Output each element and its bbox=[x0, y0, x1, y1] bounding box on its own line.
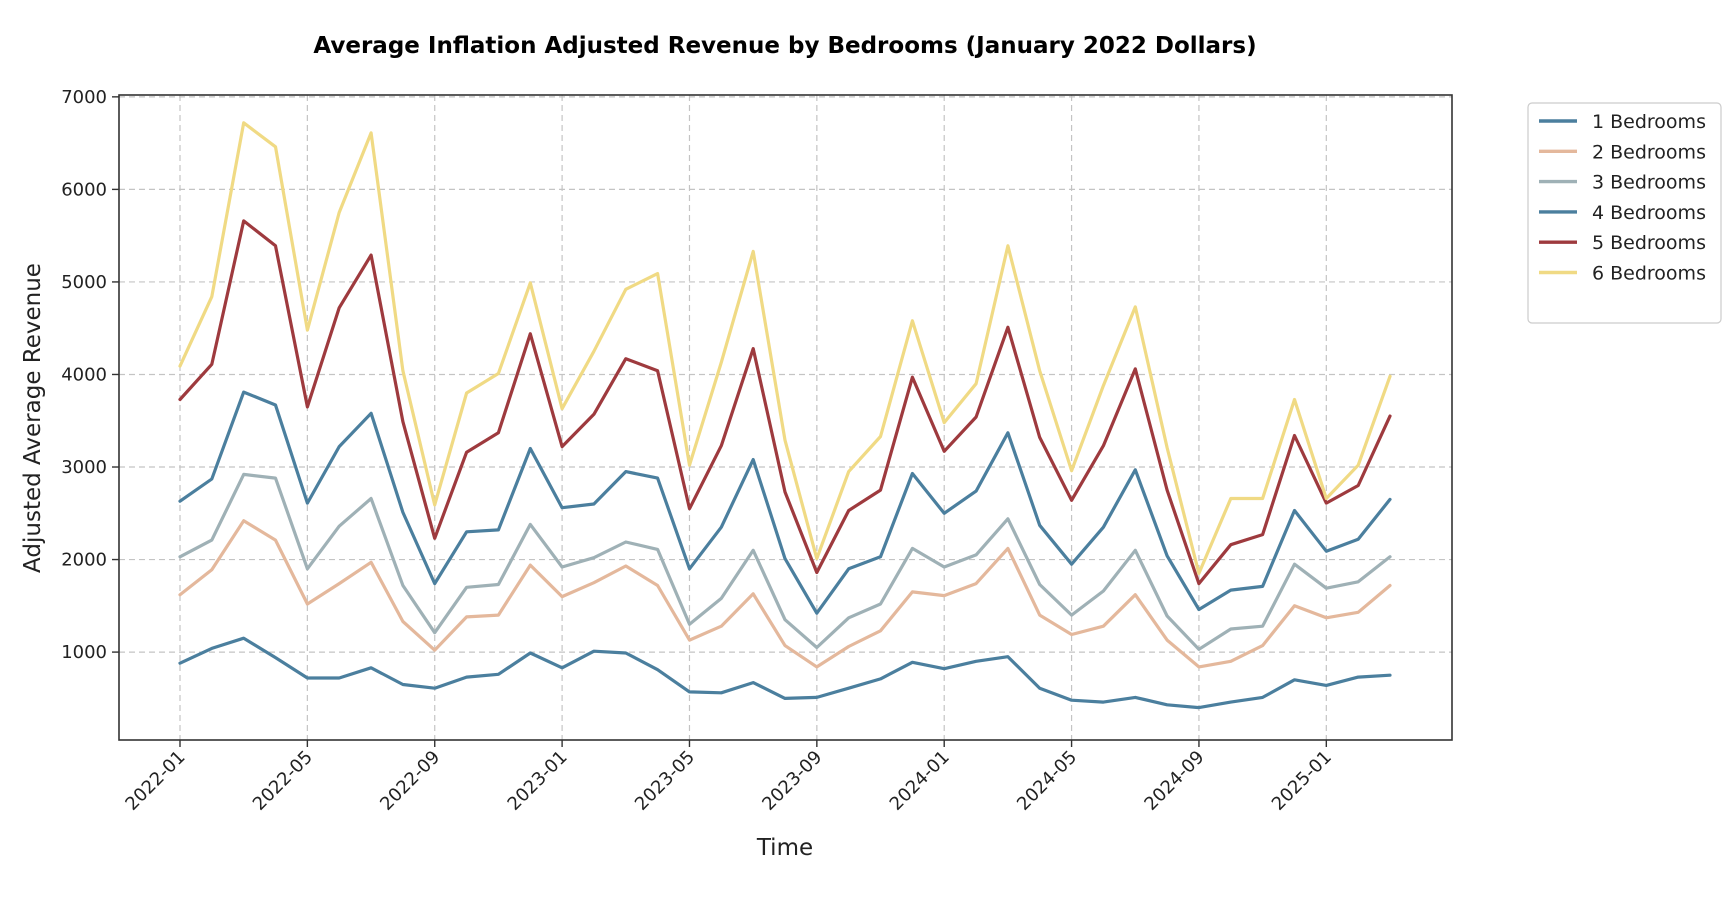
x-axis: 2022-01 2022-05 2022-09 2023-01 2023-05 2023-… bbox=[121, 740, 1336, 815]
series-line-5-bedrooms bbox=[178, 219, 1392, 586]
legend-label-6-bedrooms: 6 Bedrooms bbox=[1592, 263, 1706, 285]
x-tick-label: 2024-01 bbox=[886, 747, 954, 815]
series-lines bbox=[178, 121, 1392, 710]
legend-box bbox=[1527, 102, 1722, 324]
legend-label-5-bedrooms: 5 Bedrooms bbox=[1592, 232, 1706, 254]
legend-label-1-bedrooms: 1 Bedrooms bbox=[1592, 111, 1706, 133]
y-tick-label: 6000 bbox=[61, 179, 107, 200]
x-tick-label: 2023-05 bbox=[631, 747, 699, 815]
x-axis-label: Time bbox=[756, 835, 813, 861]
x-tick-label: 2023-09 bbox=[758, 747, 826, 815]
x-tick-label: 2024-09 bbox=[1140, 747, 1208, 815]
series-line-2-bedrooms bbox=[178, 519, 1392, 669]
y-axis: 1000 2000 3000 4000 5000 6000 7000 bbox=[61, 87, 119, 663]
x-tick-label: 2022-05 bbox=[249, 747, 317, 815]
x-tick-label: 2024-05 bbox=[1013, 747, 1081, 815]
legend: 1 Bedrooms 2 Bedrooms 3 Bedrooms 4 Bedrooms… bbox=[1527, 102, 1722, 324]
chart-title: Average Inflation Adjusted Revenue by Be… bbox=[313, 33, 1256, 59]
y-tick-label: 1000 bbox=[61, 642, 107, 663]
x-tick-label: 2022-01 bbox=[121, 747, 189, 815]
plot-frame bbox=[118, 94, 1453, 741]
legend-label-4-bedrooms: 4 Bedrooms bbox=[1592, 202, 1706, 224]
legend-label-3-bedrooms: 3 Bedrooms bbox=[1592, 172, 1706, 194]
x-tick-label: 2023-01 bbox=[504, 747, 572, 815]
grid bbox=[119, 95, 1452, 740]
legend-label-2-bedrooms: 2 Bedrooms bbox=[1592, 141, 1706, 163]
x-tick-label: 2025-01 bbox=[1268, 747, 1336, 815]
series-line-6-bedrooms bbox=[178, 121, 1392, 576]
y-tick-label: 4000 bbox=[61, 364, 107, 385]
y-tick-label: 5000 bbox=[61, 272, 107, 293]
x-tick-label: 2022-09 bbox=[376, 747, 444, 815]
series-line-1-bedrooms bbox=[178, 636, 1392, 710]
series-line-3-bedrooms bbox=[178, 472, 1392, 651]
y-tick-label: 2000 bbox=[61, 550, 107, 571]
y-tick-label: 7000 bbox=[61, 87, 107, 108]
y-axis-label: Adjusted Average Revenue bbox=[20, 263, 46, 573]
y-tick-label: 3000 bbox=[61, 457, 107, 478]
series-line-4-bedrooms bbox=[178, 390, 1392, 615]
